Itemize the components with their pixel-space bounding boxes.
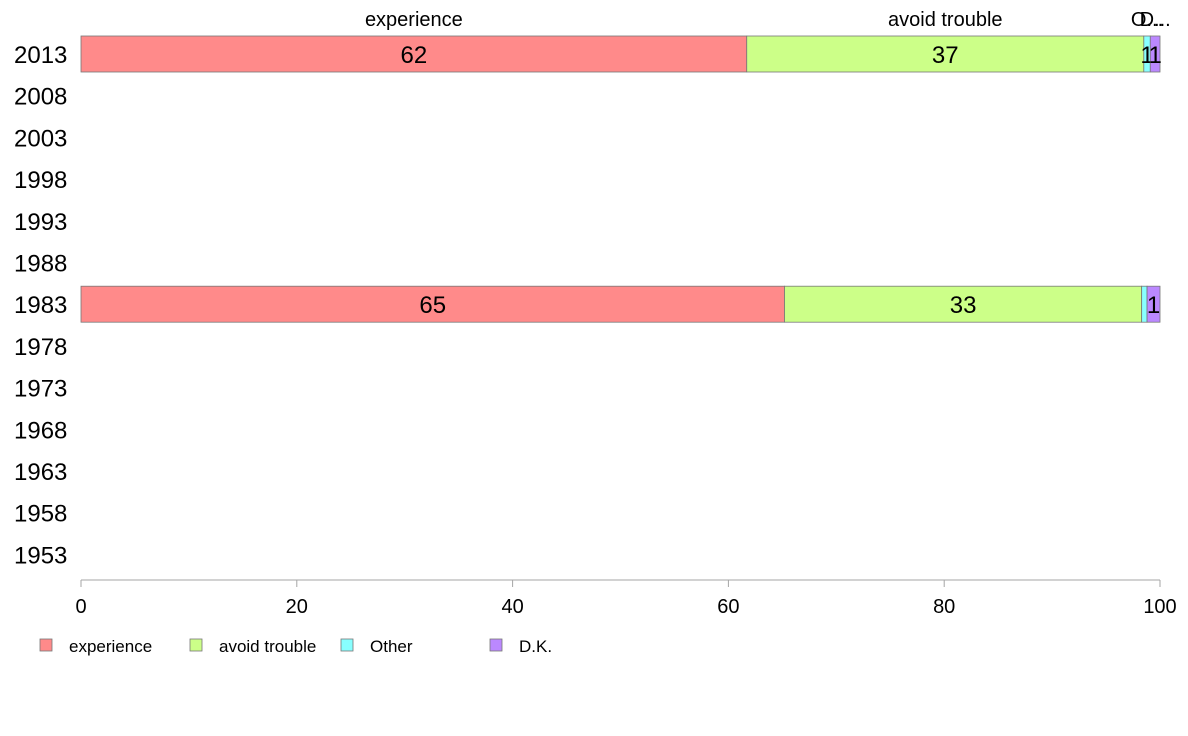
x-tick-label-20: 20 xyxy=(286,596,308,618)
legend-label-1: avoid trouble xyxy=(219,637,316,656)
year-label-1978: 1978 xyxy=(14,334,67,361)
top-label-1: avoid trouble xyxy=(888,9,1003,31)
year-label-1993: 1993 xyxy=(14,209,67,236)
data-label-2013-0: 62 xyxy=(401,42,428,69)
data-label-1983-3: 1 xyxy=(1147,292,1160,319)
legend-swatch-0 xyxy=(39,638,53,652)
year-label-1958: 1958 xyxy=(14,501,67,528)
bar-1983-experience xyxy=(80,285,785,323)
year-label-1953: 1953 xyxy=(14,542,67,569)
top-label-0: experience xyxy=(365,9,463,31)
bar-2013-d-k- xyxy=(1149,35,1161,73)
legend-swatch-3 xyxy=(489,638,503,652)
year-label-1983: 1983 xyxy=(14,292,67,319)
legend: experience avoid trouble Other D.K. xyxy=(39,637,552,656)
data-label-2013-1: 37 xyxy=(932,42,959,69)
x-tick-label-60: 60 xyxy=(717,596,739,618)
year-label-1963: 1963 xyxy=(14,459,67,486)
data-label-2013-3: 1 xyxy=(1148,42,1161,69)
year-label-2013: 2013 xyxy=(14,42,67,69)
legend-label-0: experience xyxy=(69,637,152,656)
year-label-1988: 1988 xyxy=(14,251,67,278)
top-label-2: O... xyxy=(1131,9,1163,31)
year-label-2003: 2003 xyxy=(14,125,67,152)
legend-swatch-2 xyxy=(340,638,354,652)
year-label-1973: 1973 xyxy=(14,376,67,403)
x-tick-label-100: 100 xyxy=(1143,596,1176,618)
year-label-2008: 2008 xyxy=(14,84,67,111)
top-category-labels: experience avoid trouble O...D... xyxy=(365,9,1171,31)
top-label-3: D... xyxy=(1140,9,1171,31)
year-label-1998: 1998 xyxy=(14,167,67,194)
data-label-1983-1: 33 xyxy=(950,292,977,319)
bar-2013-avoid-trouble xyxy=(746,35,1145,73)
legend-swatch-1 xyxy=(189,638,203,652)
legend-label-3: D.K. xyxy=(519,637,552,656)
data-label-1983-0: 65 xyxy=(419,292,446,319)
bar-1983-avoid-trouble xyxy=(784,285,1143,323)
bar-1983-d-k- xyxy=(1146,285,1161,323)
year-axis-labels: 2013 2008 2003 1998 1993 1988 1983 1978 1973 1968… xyxy=(14,42,67,569)
x-tick-label-0: 0 xyxy=(75,596,86,618)
year-label-1968: 1968 xyxy=(14,417,67,444)
x-tick-label-80: 80 xyxy=(933,596,955,618)
x-axis: 0 20 40 60 80 100 xyxy=(75,579,1177,618)
x-tick-label-40: 40 xyxy=(501,596,523,618)
legend-label-2: Other xyxy=(370,637,413,656)
